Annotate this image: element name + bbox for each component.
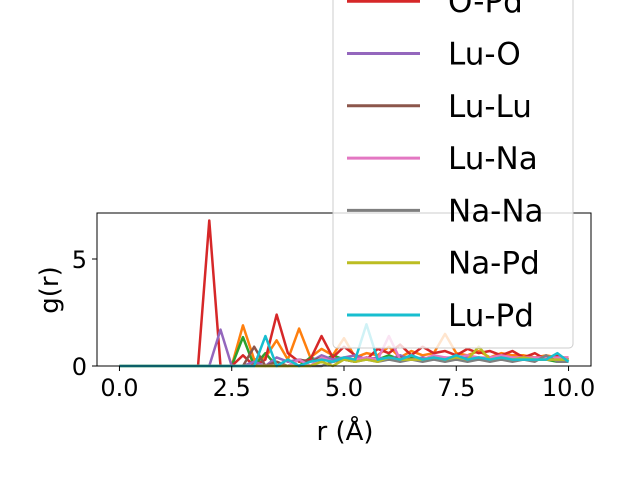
- legend-label: Na-Na: [448, 193, 544, 229]
- legend-label: Lu-Na: [448, 141, 538, 177]
- x-axis-label: r (Å): [316, 415, 373, 447]
- legend-label: Lu-O: [448, 37, 521, 73]
- legend: O-Pd Lu-O Lu-Lu Lu-Na Na-Na Na-Pd Lu-Pd: [332, 0, 574, 349]
- legend-label: Lu-Pd: [448, 298, 534, 334]
- y-tick-label: 5: [72, 246, 87, 274]
- x-tick-label: 0.0: [100, 374, 138, 402]
- x-tick-label: 2.5: [213, 374, 251, 402]
- legend-label: Lu-Lu: [448, 89, 532, 125]
- legend-box: [332, 0, 574, 349]
- y-axis-label: g(r): [35, 266, 65, 313]
- x-tick-label: 5.0: [325, 374, 363, 402]
- legend-label: Na-Pd: [448, 246, 540, 282]
- x-tick-label: 7.5: [437, 374, 475, 402]
- legend-label: O-Pd: [448, 0, 523, 20]
- x-tick-label: 10.0: [542, 374, 595, 402]
- y-tick-label: 0: [72, 353, 87, 381]
